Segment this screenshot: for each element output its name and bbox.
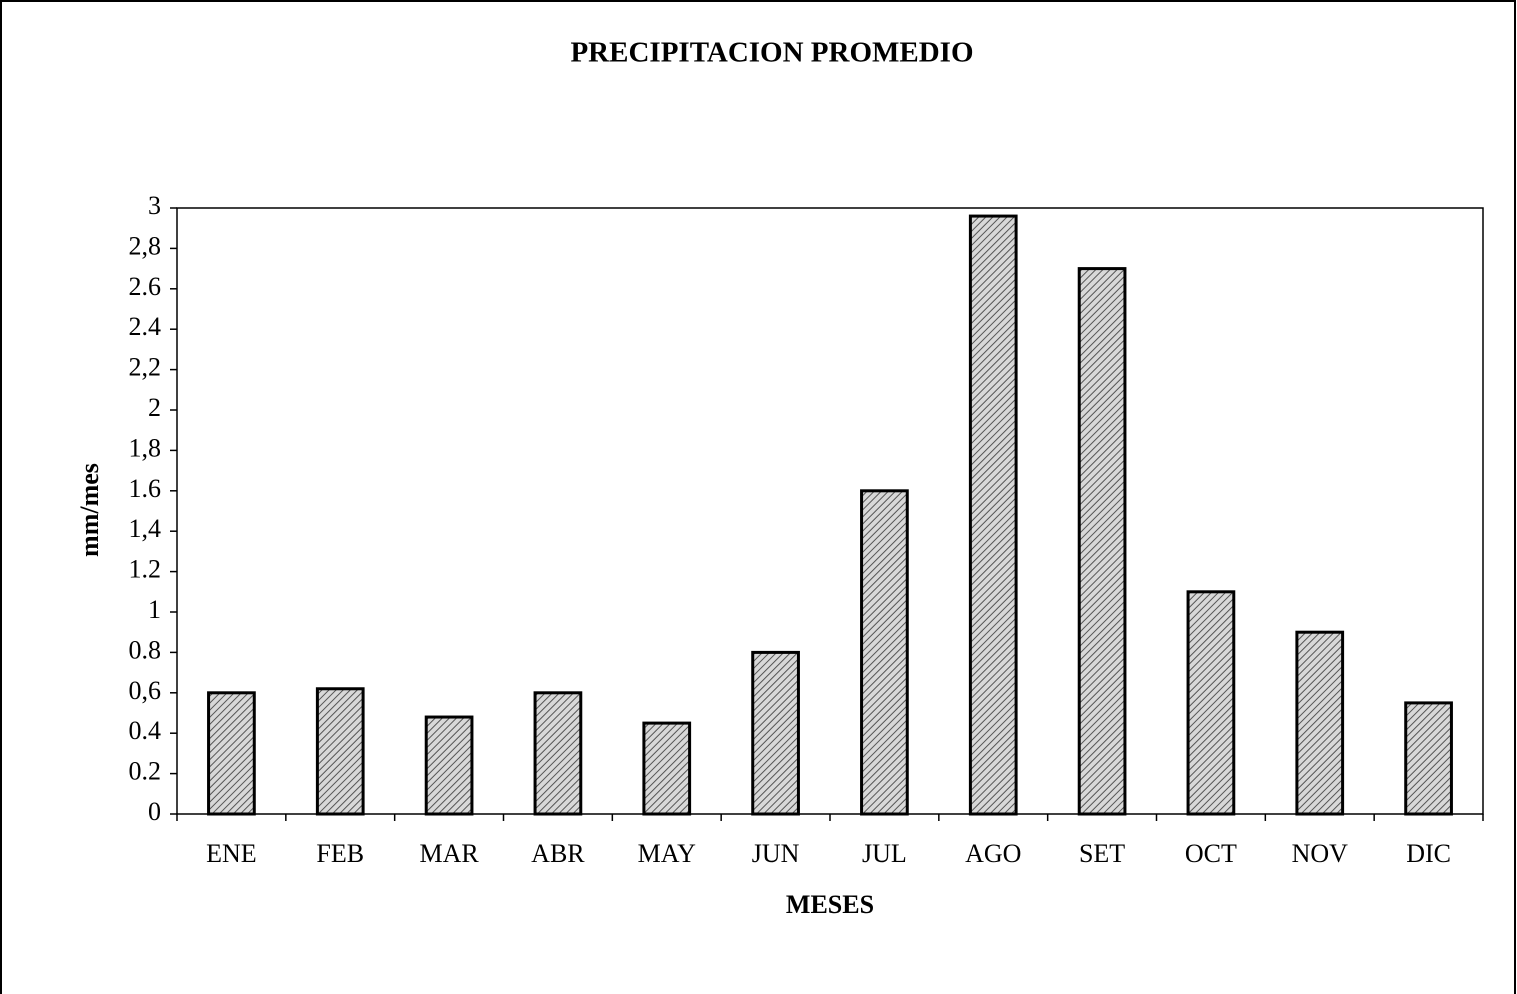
chart-title: PRECIPITACION PROMEDIO [570, 37, 973, 69]
y-tick-label: 1.6 [129, 474, 162, 503]
bar [642, 721, 692, 816]
bar [207, 691, 256, 816]
bar [533, 691, 583, 816]
y-tick-label: 1.2 [129, 555, 162, 584]
bar [1404, 701, 1453, 816]
x-tick-label: NOV [1292, 839, 1349, 868]
bar [1077, 267, 1127, 816]
y-tick-label: 0 [148, 797, 161, 826]
x-tick-label: ABR [531, 839, 585, 868]
bar [1295, 630, 1345, 816]
x-tick-label: DIC [1406, 839, 1451, 868]
x-tick-label: OCT [1185, 839, 1237, 868]
plot-area [176, 207, 1484, 815]
x-tick-label: FEB [316, 839, 364, 868]
y-tick-label: 2.4 [129, 312, 162, 341]
bar [860, 489, 909, 816]
x-tick-label: SET [1079, 839, 1125, 868]
x-tick-label: ENE [206, 839, 257, 868]
x-tick-label: JUL [862, 839, 907, 868]
bar [968, 214, 1018, 816]
bar [315, 687, 365, 816]
bar [751, 650, 800, 816]
y-tick-label: 2 [148, 393, 161, 422]
bar [424, 715, 474, 816]
x-axis-label: MESES [786, 890, 874, 919]
bar [1186, 590, 1236, 816]
y-tick-label: 1,4 [129, 514, 162, 543]
x-tick-label: AGO [965, 839, 1021, 868]
y-tick-label: 2,2 [129, 353, 162, 382]
y-tick-label: 0.4 [129, 716, 162, 745]
y-tick-label: 0.2 [129, 757, 162, 786]
y-tick-label: 0.8 [129, 635, 162, 664]
y-tick-label: 1 [148, 595, 161, 624]
x-tick-label: MAY [638, 839, 697, 868]
x-tick-label: JUN [752, 839, 800, 868]
y-axis-label: mm/mes [75, 463, 104, 557]
y-tick-label: 2,8 [129, 231, 162, 260]
y-tick-label: 1,8 [129, 433, 162, 462]
y-tick-label: 2.6 [129, 272, 162, 301]
y-tick-label: 3 [148, 191, 161, 220]
y-tick-label: 0,6 [129, 676, 162, 705]
x-tick-label: MAR [419, 839, 479, 868]
